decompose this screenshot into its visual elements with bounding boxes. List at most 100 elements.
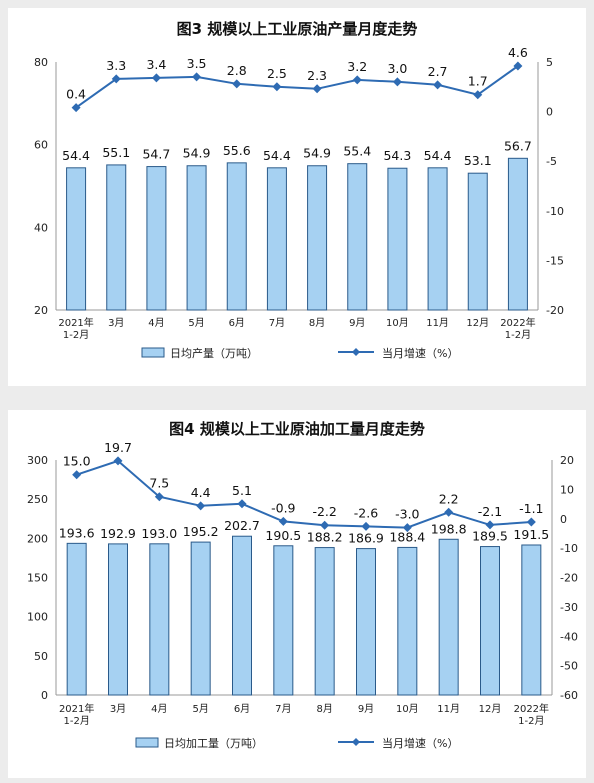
legend-line-label: 当月增速（%） xyxy=(382,736,458,750)
chart-panel-crude-output: 图3 规模以上工业原油产量月度走势 20 40 60 80 -20 -15 -10 -5 0 5 54… xyxy=(8,8,586,386)
line-point xyxy=(392,77,402,87)
line-value-label: 4.4 xyxy=(191,485,211,500)
line-point xyxy=(72,470,82,480)
line-point xyxy=(444,507,454,517)
right-axis-tick-label: -5 xyxy=(546,155,557,168)
legend-bar-swatch xyxy=(135,737,159,748)
legend-bar-swatch xyxy=(141,347,165,358)
line-value-label: 3.2 xyxy=(347,59,367,74)
line-value-label: -2.6 xyxy=(354,505,378,520)
right-axis-tick-label: -30 xyxy=(560,601,578,614)
bar xyxy=(149,543,170,696)
bar-value-label: 190.5 xyxy=(265,528,301,543)
x-axis-tick-label: 7月 xyxy=(269,317,285,329)
left-axis-tick-label: 150 xyxy=(27,572,48,585)
bar-value-label: 202.7 xyxy=(224,518,260,533)
bar xyxy=(521,544,542,696)
line-value-label: 2.2 xyxy=(439,491,459,506)
x-axis-tick-label: 2021年 xyxy=(59,702,94,715)
line-point xyxy=(513,61,523,71)
line-point xyxy=(232,79,242,89)
x-axis-tick-label: 1-2月 xyxy=(518,715,544,727)
bar xyxy=(106,164,127,311)
line-value-label: 3.0 xyxy=(387,61,407,76)
right-axis-tick-label: 20 xyxy=(560,454,574,467)
left-axis-tick-label: 80 xyxy=(34,56,48,69)
line-point xyxy=(433,80,443,90)
legend-line-marker xyxy=(352,738,360,746)
left-axis-tick-label: 300 xyxy=(27,454,48,467)
x-axis-tick-label: 5月 xyxy=(188,317,204,329)
x-axis-tick-label: 6月 xyxy=(234,703,250,715)
x-axis-tick-label: 9月 xyxy=(358,703,374,715)
bar-value-label: 193.6 xyxy=(59,525,95,540)
bar xyxy=(108,543,128,696)
line-value-label: 2.5 xyxy=(267,66,287,81)
line-value-label: -2.2 xyxy=(312,504,336,519)
x-axis-tick-label: 11月 xyxy=(437,703,460,715)
line-value-label: 3.3 xyxy=(106,58,126,73)
right-axis-tick-label: -60 xyxy=(560,689,578,702)
line-point xyxy=(402,523,412,533)
x-axis-tick-label: 12月 xyxy=(466,317,489,329)
x-axis-tick-label: 5月 xyxy=(192,703,208,715)
line-point xyxy=(192,72,202,82)
left-axis-tick-label: 50 xyxy=(34,650,48,663)
line-value-label: 4.6 xyxy=(508,45,528,60)
line-value-label: 1.7 xyxy=(468,74,488,89)
chart-crude-output: 图3 规模以上工业原油产量月度走势 20 40 60 80 -20 -15 -10 -5 0 5 54… xyxy=(34,20,564,360)
line-value-label: 2.8 xyxy=(227,63,247,78)
bar xyxy=(314,547,335,696)
bar-value-label: 55.1 xyxy=(102,145,130,160)
line-value-label: -0.9 xyxy=(271,500,295,515)
line-point xyxy=(485,520,495,530)
bar-value-label: 186.9 xyxy=(348,531,384,546)
bar xyxy=(307,165,328,311)
line-point xyxy=(473,90,483,100)
right-axis-tick-label: -20 xyxy=(560,572,578,585)
x-axis-tick-label: 7月 xyxy=(275,703,291,715)
chart-crude-processing: 图4 规模以上工业原油加工量月度走势050100150200250300-60-… xyxy=(27,420,578,750)
chart-panel-crude-processing: 图4 规模以上工业原油加工量月度走势 0 50 100 150 200 250 300 -60-… xyxy=(8,410,586,778)
left-axis-tick-label: 60 xyxy=(34,139,48,152)
bar xyxy=(387,167,408,311)
line-point xyxy=(71,103,81,113)
bar xyxy=(438,538,459,696)
line-value-label: 0.4 xyxy=(66,87,86,102)
right-axis-tick-label: 5 xyxy=(546,56,553,69)
bar xyxy=(186,165,207,311)
line-value-label: -3.0 xyxy=(395,507,419,522)
bar xyxy=(190,541,211,696)
x-axis-tick-label: 2021年 xyxy=(58,316,93,329)
x-axis-tick-label: 1-2月 xyxy=(63,715,89,727)
chart-title: 图3 规模以上工业原油产量月度走势 xyxy=(177,20,418,38)
legend-line-marker xyxy=(352,348,360,356)
right-axis-tick-label: -10 xyxy=(560,542,578,555)
bar-value-label: 192.9 xyxy=(100,526,136,541)
line-point xyxy=(278,516,288,526)
line-point xyxy=(526,517,536,527)
growth-line xyxy=(75,65,519,109)
line-value-label: 19.7 xyxy=(104,440,132,455)
bar-value-label: 55.6 xyxy=(223,143,251,158)
x-axis-tick-label: 3月 xyxy=(110,703,126,715)
line-value-label: 15.0 xyxy=(63,454,91,469)
bar-value-label: 193.0 xyxy=(141,526,177,541)
bar xyxy=(266,167,287,311)
line-value-label: 7.5 xyxy=(149,476,169,491)
line-point xyxy=(352,75,362,85)
line-value-label: -1.1 xyxy=(519,501,543,516)
right-axis-tick-label: -20 xyxy=(546,304,564,317)
x-axis-tick-label: 6月 xyxy=(229,317,245,329)
line-point xyxy=(154,492,164,502)
bar-value-label: 188.2 xyxy=(307,530,343,545)
bar-value-label: 191.5 xyxy=(513,527,549,542)
left-axis-tick-label: 200 xyxy=(27,532,48,545)
left-axis-tick-label: 20 xyxy=(34,304,48,317)
x-axis-tick-label: 2022年 xyxy=(500,316,535,329)
growth-line xyxy=(76,459,532,529)
line-point xyxy=(312,84,322,94)
bar-value-label: 195.2 xyxy=(183,524,219,539)
bar xyxy=(347,163,368,311)
bar-value-label: 56.7 xyxy=(504,138,532,153)
